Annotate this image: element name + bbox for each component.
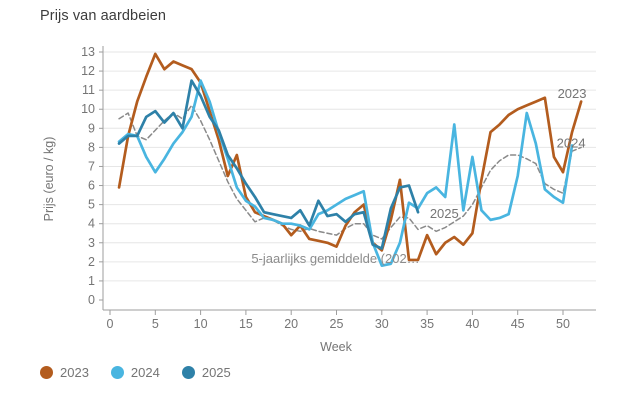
series-line-2024 <box>117 79 574 268</box>
annotation-2025: 2025 <box>430 206 459 221</box>
x-tick-label: 20 <box>284 317 298 331</box>
y-tick-label: 6 <box>88 179 95 193</box>
y-tick-label: 0 <box>88 293 95 307</box>
legend-label-2024: 2024 <box>130 365 160 380</box>
y-tick-label: 11 <box>82 83 95 97</box>
legend-dot-2023 <box>40 366 53 379</box>
x-tick-label: 5 <box>152 317 159 331</box>
y-tick-label: 8 <box>88 140 95 154</box>
y-tick-label: 1 <box>88 274 95 288</box>
y-tick-label: 10 <box>81 102 95 116</box>
chart-title: Prijs van aardbeien <box>40 8 167 24</box>
series-line-2025 <box>117 79 420 250</box>
legend-item-2025[interactable]: 2025 <box>181 365 231 380</box>
series-line-2023 <box>117 52 583 262</box>
chart-legend: 2023 2024 2025 <box>40 365 231 380</box>
y-tick-label: 4 <box>88 217 95 231</box>
y-tick-label: 7 <box>88 159 95 173</box>
x-tick-label: 30 <box>375 317 389 331</box>
y-tick-label: 2 <box>88 255 95 269</box>
x-tick-label: 25 <box>330 317 344 331</box>
x-tick-label: 0 <box>107 317 114 331</box>
y-tick-label: 13 <box>81 45 95 59</box>
legend-item-2023[interactable]: 2023 <box>40 365 89 380</box>
y-tick-label: 5 <box>88 198 95 212</box>
x-tick-label: 35 <box>420 317 434 331</box>
legend-label-2023: 2023 <box>60 365 89 380</box>
y-tick-label: 12 <box>81 64 95 78</box>
annotation-5-ja: 5-jaarlijks gemiddelde (202… <box>251 251 419 266</box>
x-tick-label: 10 <box>194 317 208 331</box>
series-line-5-jaarlijks-gemiddelde <box>118 104 582 240</box>
x-tick-label: 50 <box>556 317 570 331</box>
annotation-2023: 2023 <box>558 86 587 101</box>
x-tick-label: 45 <box>511 317 525 331</box>
legend-dot-2024 <box>110 366 124 379</box>
y-tick-label: 9 <box>88 121 95 135</box>
y-tick-label: 3 <box>88 236 95 250</box>
annotation-2024: 2024 <box>557 135 586 150</box>
y-axis-title: Prijs (euro / kg) <box>42 136 56 222</box>
x-tick-label: 15 <box>239 317 253 331</box>
legend-item-2024[interactable]: 2024 <box>110 365 160 380</box>
legend-dot-2025 <box>181 366 195 379</box>
legend-label-2025: 2025 <box>201 365 231 380</box>
x-tick-label: 40 <box>465 317 479 331</box>
x-axis-title: Week <box>320 340 352 354</box>
